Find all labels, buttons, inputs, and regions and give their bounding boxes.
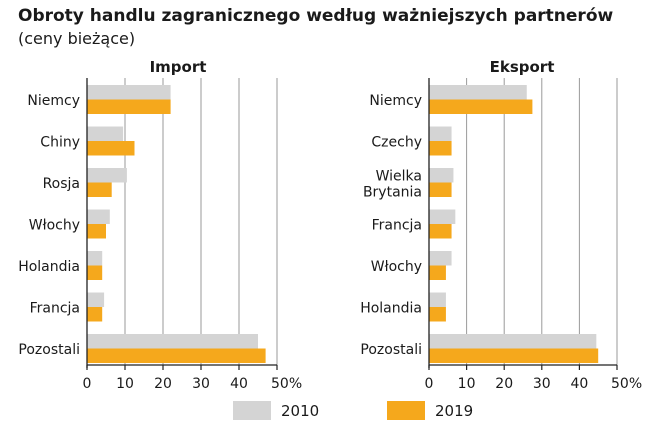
import-bar-2010 bbox=[87, 334, 258, 349]
export-bar-2019 bbox=[429, 348, 599, 363]
chart-subtitle: (ceny bieżące) bbox=[18, 29, 136, 48]
import-tick-label: 50% bbox=[271, 376, 302, 392]
export-category-label: Holandia bbox=[360, 301, 422, 317]
import-category-label: Włochy bbox=[29, 218, 80, 234]
chart-title: Obroty handlu zagranicznego według ważni… bbox=[18, 6, 614, 26]
import-bar-2010 bbox=[87, 209, 110, 224]
export-bar-2010 bbox=[429, 292, 446, 307]
import-tick-label: 40 bbox=[230, 376, 248, 392]
export-tick-label: 50% bbox=[611, 376, 642, 392]
export-tick-label: 20 bbox=[495, 376, 513, 392]
export-bar-2019 bbox=[429, 224, 452, 239]
export-bar-2010 bbox=[429, 251, 452, 266]
export-bar-2019 bbox=[429, 265, 446, 280]
import-bar-2019 bbox=[87, 307, 103, 322]
export-bar-2019 bbox=[429, 307, 446, 322]
legend-swatch-2010 bbox=[233, 401, 271, 420]
export-category-label: Włochy bbox=[371, 259, 422, 275]
export-category-label: Niemcy bbox=[369, 93, 422, 109]
import-bar-2019 bbox=[87, 224, 106, 239]
export-bar-2019 bbox=[429, 99, 533, 114]
import-panel-title: Import bbox=[150, 58, 207, 76]
import-bar-2019 bbox=[87, 141, 135, 156]
export-tick-label: 30 bbox=[533, 376, 551, 392]
export-tick-label: 40 bbox=[570, 376, 588, 392]
import-bar-2010 bbox=[87, 126, 124, 141]
import-bar-2019 bbox=[87, 99, 171, 114]
import-bar-2010 bbox=[87, 251, 103, 266]
import-bar-2019 bbox=[87, 265, 103, 280]
export-bar-2010 bbox=[429, 209, 456, 224]
export-category-label: Wielka Brytania bbox=[363, 169, 422, 201]
export-panel-title: Eksport bbox=[490, 58, 555, 76]
import-category-label: Pozostali bbox=[18, 342, 80, 358]
export-tick-label: 10 bbox=[458, 376, 476, 392]
import-bar-2019 bbox=[87, 348, 266, 363]
import-tick-label: 20 bbox=[154, 376, 172, 392]
import-bar-2019 bbox=[87, 182, 112, 197]
import-category-label: Rosja bbox=[43, 176, 80, 192]
import-category-label: Holandia bbox=[18, 259, 80, 275]
export-bar-2019 bbox=[429, 182, 452, 197]
import-bar-2010 bbox=[87, 85, 171, 100]
import-bar-2010 bbox=[87, 168, 127, 183]
legend-swatch-2019 bbox=[387, 401, 425, 420]
export-bar-2010 bbox=[429, 126, 452, 141]
legend-label-2019: 2019 bbox=[435, 402, 473, 420]
export-bar-2010 bbox=[429, 85, 527, 100]
export-category-label: Pozostali bbox=[360, 342, 422, 358]
export-tick-label: 0 bbox=[425, 376, 434, 392]
import-category-label: Chiny bbox=[40, 135, 80, 151]
legend-label-2010: 2010 bbox=[281, 402, 319, 420]
import-category-label: Niemcy bbox=[27, 93, 80, 109]
import-tick-label: 0 bbox=[83, 376, 92, 392]
export-bar-2019 bbox=[429, 141, 452, 156]
export-category-label: Francja bbox=[372, 218, 422, 234]
import-bar-2010 bbox=[87, 292, 105, 307]
import-category-label: Francja bbox=[30, 301, 80, 317]
import-tick-label: 30 bbox=[192, 376, 210, 392]
export-category-label: Czechy bbox=[371, 135, 422, 151]
export-bar-2010 bbox=[429, 334, 597, 349]
export-bar-2010 bbox=[429, 168, 454, 183]
import-tick-label: 10 bbox=[116, 376, 134, 392]
